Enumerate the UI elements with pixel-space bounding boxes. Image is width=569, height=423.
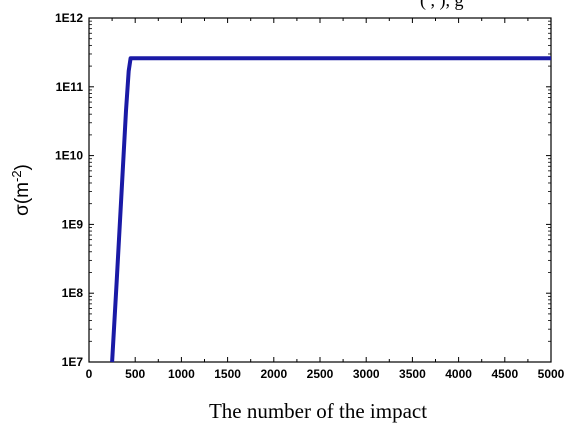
y-axis-label: σ(m-2) [9,164,33,216]
x-tick-label: 500 [125,367,145,381]
x-tick-label: 4000 [445,367,472,381]
x-tick-label: 3000 [353,367,380,381]
y-tick-label: 1E12 [55,11,83,25]
x-tick-label: 0 [86,367,93,381]
x-tick-label: 2000 [260,367,287,381]
x-tick-label: 3500 [399,367,426,381]
svg-text:σ(m-2): σ(m-2) [9,164,33,216]
y-tick-label: 1E8 [62,286,84,300]
plot-frame [88,17,552,363]
y-tick-label: 1E11 [56,80,84,94]
x-tick-label: 2500 [307,367,334,381]
x-tick-label: 1000 [168,367,195,381]
y-tick-label: 1E9 [62,217,84,231]
y-tick-label: 1E7 [62,355,84,369]
series-line [110,56,551,363]
x-tick-label: 1500 [214,367,241,381]
y-tick-label: 1E10 [55,149,83,163]
x-tick-label: 4500 [491,367,518,381]
x-tick-label: 5000 [538,367,565,381]
x-axis-label: The number of the impact [209,399,427,423]
header-fragment: ( , ), g [420,0,464,11]
